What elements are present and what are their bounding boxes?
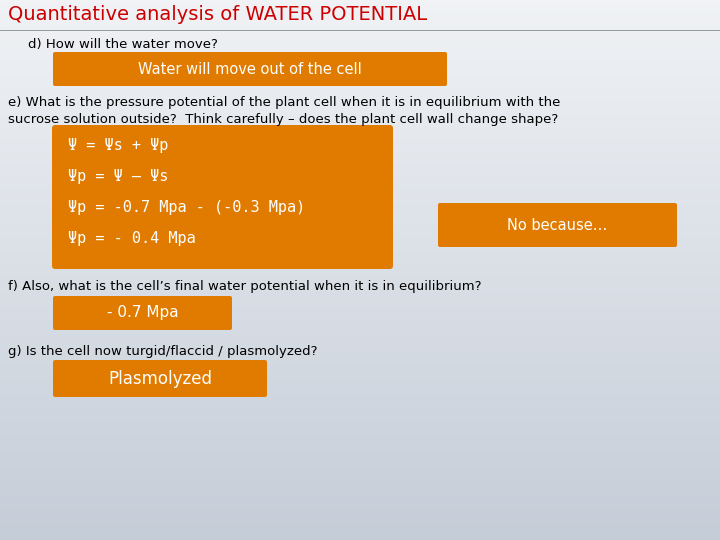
Text: Ψp = -0.7 Mpa - (-0.3 Mpa): Ψp = -0.7 Mpa - (-0.3 Mpa) [68, 200, 305, 215]
Text: Ψ = Ψs + Ψp: Ψ = Ψs + Ψp [68, 138, 168, 153]
Text: No because…: No because… [508, 218, 608, 233]
FancyBboxPatch shape [53, 296, 232, 330]
FancyBboxPatch shape [53, 360, 267, 397]
Text: f) Also, what is the cell’s final water potential when it is in equilibrium?: f) Also, what is the cell’s final water … [8, 280, 482, 293]
Text: sucrose solution outside?  Think carefully – does the plant cell wall change sha: sucrose solution outside? Think carefull… [8, 113, 558, 126]
Text: e) What is the pressure potential of the plant cell when it is in equilibrium wi: e) What is the pressure potential of the… [8, 96, 560, 109]
FancyBboxPatch shape [53, 52, 447, 86]
Text: g) Is the cell now turgid/flaccid / plasmolyzed?: g) Is the cell now turgid/flaccid / plas… [8, 345, 318, 358]
Text: Plasmolyzed: Plasmolyzed [108, 369, 212, 388]
Text: - 0.7 Mpa: - 0.7 Mpa [107, 306, 179, 321]
Text: d) How will the water move?: d) How will the water move? [28, 38, 218, 51]
Text: Ψp = - 0.4 Mpa: Ψp = - 0.4 Mpa [68, 231, 196, 246]
FancyBboxPatch shape [438, 203, 677, 247]
Text: Ψp = Ψ – Ψs: Ψp = Ψ – Ψs [68, 169, 168, 184]
Text: Water will move out of the cell: Water will move out of the cell [138, 62, 362, 77]
Text: Quantitative analysis of WATER POTENTIAL: Quantitative analysis of WATER POTENTIAL [8, 5, 427, 24]
FancyBboxPatch shape [52, 125, 393, 269]
